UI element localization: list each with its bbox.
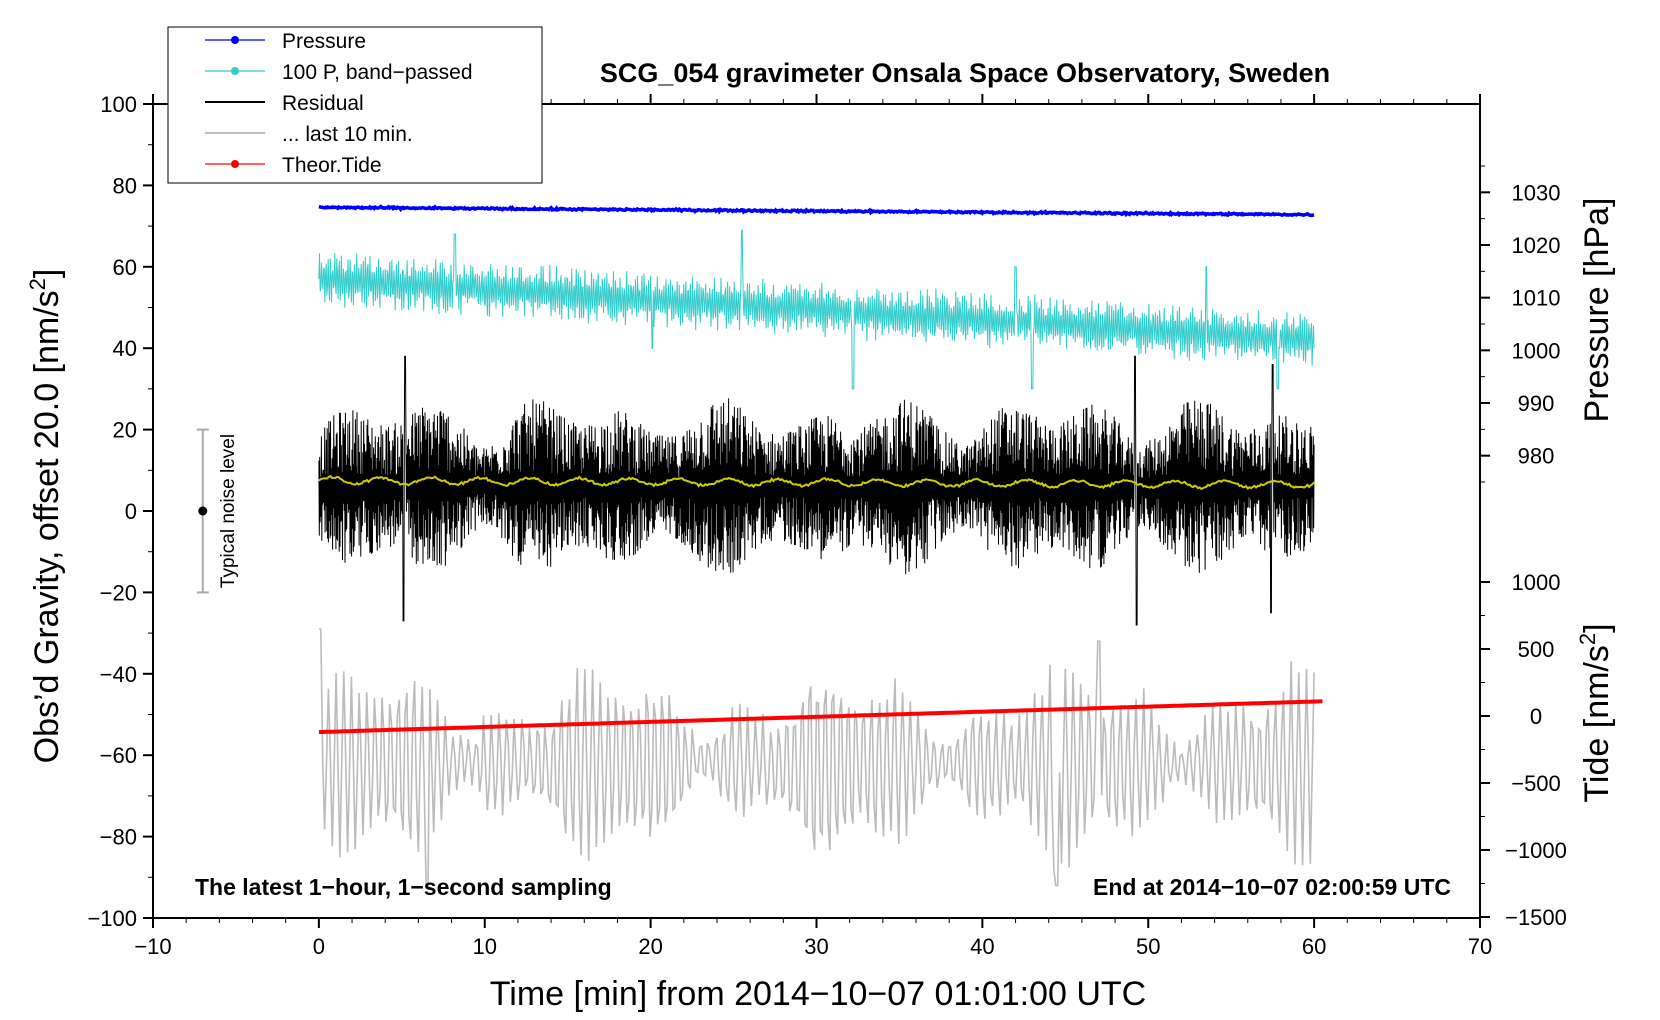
y-axis-title-tide: Tide [nm/s2] xyxy=(1575,623,1616,802)
y-axis-title-left: Obs’d Gravity, offset 20.0 [nm/s2] xyxy=(25,269,66,764)
pressure-tick-label: 990 xyxy=(1518,391,1555,416)
y-tick-label: 20 xyxy=(113,418,137,443)
series-residual-line xyxy=(318,355,1315,626)
x-tick-label: 70 xyxy=(1468,934,1492,959)
y-axis-title-left-main: Obs’d Gravity, offset 20.0 [nm/s xyxy=(28,290,66,763)
tide-tick-label: −1000 xyxy=(1505,838,1567,863)
axis-ticks: −10 0 10 20 30 40 50 60 70100806040200−20−40−60−… xyxy=(87,92,1566,959)
tide-tick-label: 0 xyxy=(1530,704,1542,729)
x-tick-label: 10 xyxy=(473,934,497,959)
y-tick-label: −40 xyxy=(100,662,137,687)
tide-tick-label: −1500 xyxy=(1505,905,1567,930)
x-tick-label: 0 xyxy=(313,934,325,959)
noise-label: Typical noise level xyxy=(218,434,239,588)
series-theor-tide-line xyxy=(318,699,1323,735)
x-tick-label: 30 xyxy=(804,934,828,959)
series-last-10-min-line xyxy=(318,628,1315,887)
typical-noise-bar: Typical noise level xyxy=(196,428,239,594)
noise-bar-center xyxy=(198,506,208,516)
y-tick-label: −100 xyxy=(87,906,137,931)
series-residual-smoothed-line xyxy=(318,474,1315,491)
pressure-tick-label: 1000 xyxy=(1512,338,1561,363)
annotation-end-time: End at 2014−10−07 02:00:59 UTC xyxy=(1093,874,1451,900)
legend-label: Theor.Tide xyxy=(282,154,382,177)
y-axis-title-tide-sup: 2 xyxy=(1575,633,1600,645)
legend-label: 100 P, band−passed xyxy=(282,61,473,84)
legend-item-residual: Residual xyxy=(205,92,364,115)
pressure-tick-label: 1020 xyxy=(1512,233,1561,258)
legend-marker xyxy=(231,67,239,75)
x-tick-label: 60 xyxy=(1302,934,1326,959)
y-axis-title-tide-end: ] xyxy=(1578,623,1616,632)
y-tick-label: −20 xyxy=(100,580,137,605)
legend-label: ... last 10 min. xyxy=(282,123,413,146)
x-tick-label: −10 xyxy=(134,934,171,959)
legend: Pressure 100 P, band−passed Residual ...… xyxy=(167,26,543,184)
legend-box xyxy=(167,26,543,184)
x-tick-label: 50 xyxy=(1136,934,1160,959)
x-tick-label: 20 xyxy=(638,934,662,959)
y-axis-title-tide-main: Tide [nm/s xyxy=(1578,645,1616,802)
y-tick-label: 100 xyxy=(100,92,137,117)
tide-tick-label: −500 xyxy=(1511,771,1561,796)
y-tick-label: 60 xyxy=(113,255,137,280)
series-band-passed-line xyxy=(318,229,1315,390)
legend-item-theor-tide: Theor.Tide xyxy=(205,154,382,177)
tide-tick-label: 1000 xyxy=(1512,570,1561,595)
y-tick-label: −60 xyxy=(100,743,137,768)
plot-area xyxy=(318,204,1323,887)
tide-tick-label: 500 xyxy=(1518,637,1555,662)
annotation-sampling: The latest 1−hour, 1−second sampling xyxy=(195,874,612,900)
pressure-tick-label: 980 xyxy=(1518,444,1555,469)
legend-marker xyxy=(231,160,239,168)
legend-label: Pressure xyxy=(282,30,366,53)
legend-item-pressure: Pressure xyxy=(205,30,366,53)
y-axis-title-pressure: Pressure [hPa] xyxy=(1578,198,1616,423)
legend-label: Residual xyxy=(282,92,364,115)
pressure-tick-label: 1030 xyxy=(1512,180,1561,205)
series-pressure-line xyxy=(318,204,1315,218)
x-tick-label: 40 xyxy=(970,934,994,959)
y-tick-label: 80 xyxy=(113,173,137,198)
legend-marker xyxy=(231,36,239,44)
y-axis-title-left-end: ] xyxy=(28,269,66,278)
chart-title: SCG_054 gravimeter Onsala Space Observat… xyxy=(600,58,1330,88)
y-tick-label: 0 xyxy=(125,499,137,524)
y-tick-label: 40 xyxy=(113,336,137,361)
y-tick-label: −80 xyxy=(100,825,137,850)
x-axis-title: Time [min] from 2014−10−07 01:01:00 UTC xyxy=(490,975,1146,1013)
pressure-tick-label: 1010 xyxy=(1512,286,1561,311)
legend-item-band-passed: 100 P, band−passed xyxy=(205,61,473,84)
legend-item-last-10-min: ... last 10 min. xyxy=(205,123,413,146)
y-axis-title-left-sup: 2 xyxy=(25,278,50,290)
